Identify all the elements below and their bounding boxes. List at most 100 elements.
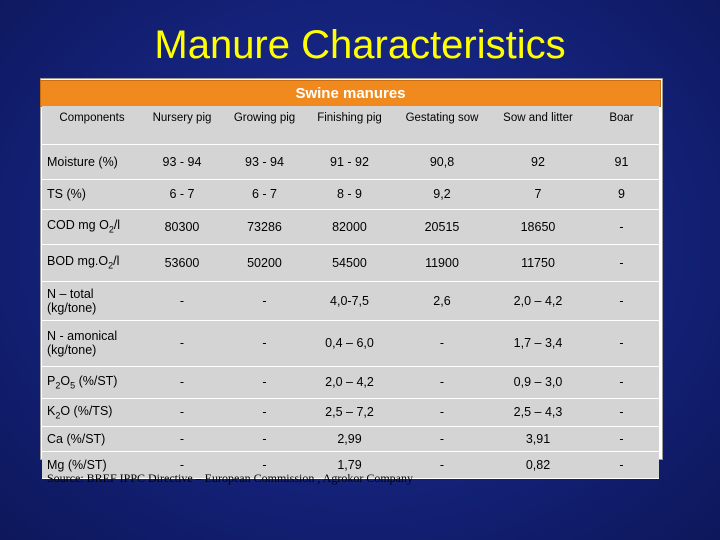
table-cell: 0,4 – 6,0: [307, 320, 392, 367]
table-cell: 9,2: [392, 179, 492, 210]
table-row: N - amonical (kg/tone) - -0,4 – 6,0-1,7 – …: [42, 320, 659, 367]
table-cell: 6 - 7: [222, 179, 307, 210]
row-label: Moisture (%): [42, 144, 142, 180]
table-cell: 73286: [222, 209, 307, 245]
label-text: O: [60, 373, 71, 388]
table-cell: 9: [584, 179, 659, 210]
table-cell: 2,5 – 7,2: [307, 398, 392, 427]
table-cell: 91 - 92: [307, 144, 392, 180]
label-subscript: 5: [70, 380, 76, 391]
table-row: Mg (%/ST) - -1,79-0,82-: [42, 451, 659, 479]
row-label: BOD mg.O2/l: [42, 244, 142, 282]
header-row: Components Nursery pig Growing pig Finis…: [42, 106, 659, 145]
table-cell: -: [392, 398, 492, 427]
table-cell: -: [222, 366, 307, 399]
table-cell: 2,6: [392, 281, 492, 321]
table-cell: -: [584, 209, 659, 245]
manure-table: Components Nursery pig Growing pig Finis…: [42, 106, 659, 479]
table-cell: 50200: [222, 244, 307, 282]
table-cell: 1,79: [307, 451, 392, 479]
table-cell: 20515: [392, 209, 492, 245]
row-label: Mg (%/ST): [42, 451, 142, 479]
table-row: Moisture (%) 93 - 94 93 - 94 91 - 92 90,8 92 9…: [42, 144, 659, 180]
table-cell: -: [222, 281, 307, 321]
row-label: N - amonical (kg/tone): [42, 320, 142, 367]
col-header-finishing-pig: Finishing pig: [307, 106, 392, 145]
table-cell: 4,0-7,5: [307, 281, 392, 321]
table-cell: 6 - 7: [142, 179, 222, 210]
label-text: BOD mg.O: [47, 254, 109, 269]
table-cell: 93 - 94: [222, 144, 307, 180]
table-cell: 2,5 – 4,3: [492, 398, 584, 427]
col-header-growing-pig: Growing pig: [222, 106, 307, 145]
table-body: Moisture (%) 93 - 94 93 - 94 91 - 92 90,8 92 9…: [42, 144, 659, 479]
table-cell: -: [392, 320, 492, 367]
table-cell: -: [584, 244, 659, 282]
label-text: /l: [113, 254, 120, 269]
label-subscript: 2: [55, 380, 61, 391]
table-cell: -: [584, 398, 659, 427]
table-cell: 93 - 94: [142, 144, 222, 180]
table-cell: 2,99: [307, 426, 392, 452]
table-row: P2O5 (%/ST) - -2,0 – 4,2-0,9 – 3,0-: [42, 366, 659, 399]
table-cell: 54500: [307, 244, 392, 282]
table-row: N – total (kg/tone) - -4,0-7,5 2,6 2,0 – 4,2…: [42, 281, 659, 321]
table-cell: 92: [492, 144, 584, 180]
table-cell: -: [142, 451, 222, 479]
table-cell: 0,82: [492, 451, 584, 479]
label-subscript: 2: [55, 410, 61, 421]
table-cell: 11900: [392, 244, 492, 282]
table-cell: -: [142, 281, 222, 321]
label-text: K: [47, 403, 56, 418]
row-label: N – total (kg/tone): [42, 281, 142, 321]
table-cell: -: [392, 451, 492, 479]
label-text: COD mg O: [47, 218, 109, 233]
table-cell: -: [222, 426, 307, 452]
table-cell: 2,0 – 4,2: [492, 281, 584, 321]
table-cell: -: [142, 398, 222, 427]
table-row: K2O (%/TS) - -2,5 – 7,2-2,5 – 4,3-: [42, 398, 659, 427]
table-row: BOD mg.O2/l 53600 50200 54500 11900 11750-: [42, 244, 659, 282]
table-cell: 91: [584, 144, 659, 180]
table-cell: 11750: [492, 244, 584, 282]
label-text: (%/ST): [75, 373, 118, 388]
label-text: O (%/TS): [60, 403, 113, 418]
table-cell: -: [584, 281, 659, 321]
slide-title: Manure Characteristics: [154, 23, 566, 67]
row-label: K2O (%/TS): [42, 398, 142, 427]
table-cell: -: [584, 451, 659, 479]
table-cell: 53600: [142, 244, 222, 282]
table-row: Ca (%/ST) - -2,99-3,91-: [42, 426, 659, 452]
row-label: TS (%): [42, 179, 142, 210]
table-cell: -: [142, 366, 222, 399]
row-label: COD mg O2/l: [42, 209, 142, 245]
row-label: Ca (%/ST): [42, 426, 142, 452]
table-cell: -: [222, 320, 307, 367]
label-text: P: [47, 373, 56, 388]
col-header-components: Components: [42, 106, 142, 145]
label-subscript: 2: [108, 224, 114, 235]
label-subscript: 2: [108, 260, 114, 271]
label-text: /l: [113, 218, 121, 233]
table-cell: -: [584, 426, 659, 452]
table-banner: Swine manures: [40, 80, 661, 107]
col-header-boar: Boar: [584, 106, 659, 145]
table-cell: -: [584, 366, 659, 399]
table-cell: -: [222, 398, 307, 427]
table-cell: 7: [492, 179, 584, 210]
table-cell: -: [392, 426, 492, 452]
table-cell: -: [142, 320, 222, 367]
table-cell: 3,91: [492, 426, 584, 452]
table-cell: 0,9 – 3,0: [492, 366, 584, 399]
col-header-gestating-sow: Gestating sow: [392, 106, 492, 145]
table-cell: -: [584, 320, 659, 367]
table-cell: 2,0 – 4,2: [307, 366, 392, 399]
source-note: Source: BREF IPPC Directive – European C…: [47, 471, 413, 485]
col-header-sow-and-litter: Sow and litter: [492, 106, 584, 145]
table-cell: -: [222, 451, 307, 479]
table-cell: 1,7 – 3,4: [492, 320, 584, 367]
row-label: P2O5 (%/ST): [42, 366, 142, 399]
table-cell: 82000: [307, 209, 392, 245]
table-cell: 8 - 9: [307, 179, 392, 210]
